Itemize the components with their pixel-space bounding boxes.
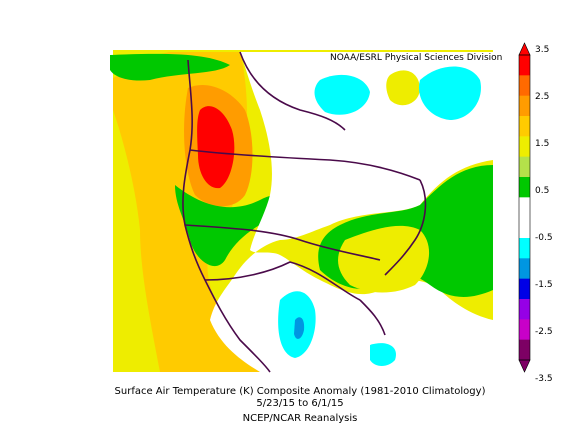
colorbar-max-arrow	[518, 42, 531, 56]
colorbar-min-arrow	[518, 359, 531, 373]
colorbar-swatch	[519, 238, 530, 259]
colorbar-swatch	[519, 116, 530, 137]
colorbar-swatch	[519, 278, 530, 300]
caption-source: NCEP/NCAR Reanalysis	[242, 413, 358, 424]
colorbar-tick-label: -1.5	[535, 280, 553, 290]
credit-label: NOAA/ESRL Physical Sciences Division	[330, 53, 503, 63]
colorbar-swatch	[519, 299, 530, 320]
mild-warm-hudson	[386, 70, 420, 106]
colorbar	[518, 42, 531, 373]
colorbar-tick-label: 0.5	[535, 186, 550, 196]
colorbar-swatch	[519, 319, 530, 341]
colorbar-tick-label: -2.5	[535, 327, 553, 337]
colorbar-tick-label: 2.5	[535, 92, 550, 102]
colorbar-tick-label: -3.5	[535, 374, 553, 384]
colorbar-swatch	[519, 75, 530, 97]
cool-anomaly-north	[314, 74, 370, 115]
colorbar-tick-label: 3.5	[535, 45, 550, 55]
slight-warm-north	[110, 53, 230, 81]
political-boundaries	[182, 51, 427, 373]
colorbar-swatch	[519, 55, 530, 76]
cold-anomaly-mexico	[294, 317, 305, 339]
max-warm-anomaly	[197, 106, 235, 189]
caption-dates: 5/23/15 to 6/1/15	[256, 398, 344, 409]
colorbar-swatch	[519, 339, 530, 361]
colorbar-swatch	[519, 177, 530, 198]
cool-anomaly-gulf	[370, 343, 396, 366]
colorbar-tick-label: 1.5	[535, 139, 550, 149]
colorbar-tick-label: -0.5	[535, 233, 553, 243]
colorbar-swatch	[519, 258, 530, 280]
colorbar-swatch	[519, 95, 530, 117]
colorbar-swatch	[519, 197, 530, 219]
neutral-anomaly-center	[210, 52, 493, 372]
colorbar-swatch	[519, 136, 530, 158]
colorbar-swatch	[519, 217, 530, 239]
colorbar-frame	[518, 54, 531, 361]
slight-warm-west	[175, 185, 291, 267]
cool-anomaly-northeast	[419, 66, 481, 120]
caption-title: Surface Air Temperature (K) Composite An…	[114, 386, 486, 397]
colorbar-swatch	[519, 156, 530, 178]
mild-warm-southeast	[338, 225, 430, 293]
